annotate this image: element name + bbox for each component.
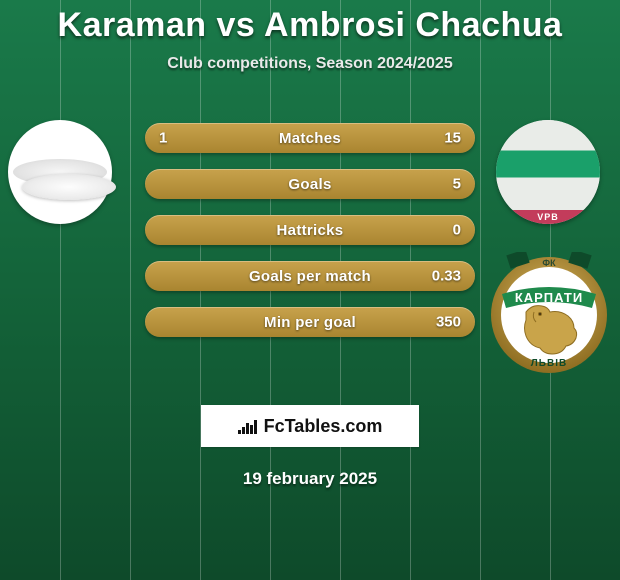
barchart-icon <box>238 418 258 434</box>
stat-label: Hattricks <box>277 222 344 239</box>
stat-row-hattricks: Hattricks 0 <box>145 215 475 245</box>
stat-right-value: 0 <box>453 222 461 239</box>
stat-row-gpm: Goals per match 0.33 <box>145 261 475 291</box>
stat-label: Min per goal <box>264 314 356 331</box>
stat-right-value: 5 <box>453 176 461 193</box>
stats-block: 1 Matches 15 Goals 5 Hattricks 0 Goals p… <box>8 123 612 337</box>
footer-date: 19 february 2025 <box>8 469 612 489</box>
stat-label: Goals per match <box>249 268 371 285</box>
brand-box[interactable]: FcTables.com <box>201 405 419 447</box>
stat-left-value: 1 <box>159 130 167 147</box>
page-subtitle: Club competitions, Season 2024/2025 <box>8 55 612 73</box>
page-title: Karaman vs Ambrosi Chachua <box>8 0 612 45</box>
stat-label: Matches <box>279 130 341 147</box>
crest-bottom-text: ЛЬВІВ <box>531 358 567 369</box>
stat-right-value: 350 <box>436 314 461 331</box>
stat-row-matches: 1 Matches 15 <box>145 123 475 153</box>
stat-row-goals: Goals 5 <box>145 169 475 199</box>
brand-text: FcTables.com <box>264 416 383 437</box>
stat-label: Goals <box>288 176 331 193</box>
stat-right-value: 0.33 <box>432 268 461 285</box>
stat-right-value: 15 <box>444 130 461 147</box>
stat-row-mpg: Min per goal 350 <box>145 307 475 337</box>
main-container: Karaman vs Ambrosi Chachua Club competit… <box>0 0 620 580</box>
